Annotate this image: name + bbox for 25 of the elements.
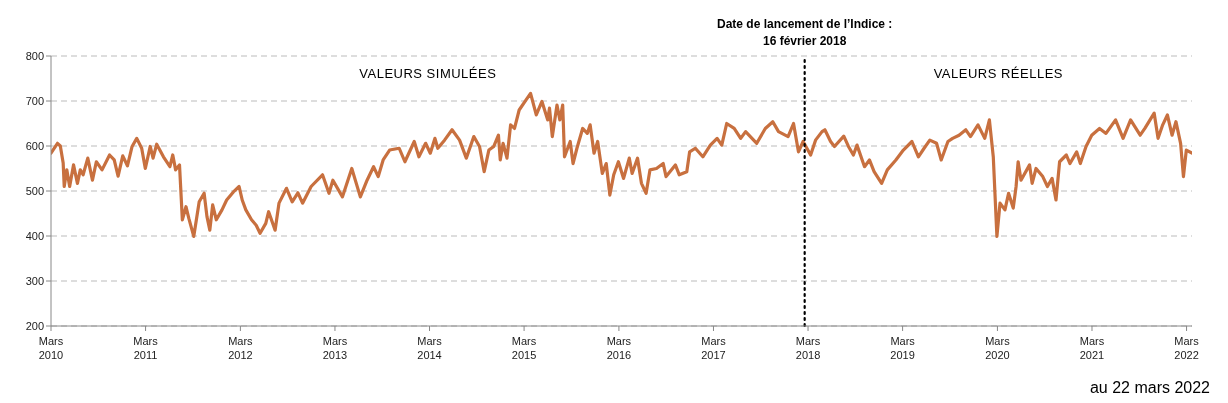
line-series (51, 91, 1192, 239)
x-tick-label: Mars 2014 (417, 335, 443, 361)
x-tick-label: Mars 2018 (795, 335, 821, 361)
x-tick-label: Mars 2019 (890, 335, 916, 361)
x-tick-label: Mars 2020 (985, 335, 1011, 361)
x-tick-label: Mars 2016 (606, 335, 632, 361)
x-tick-label: Mars 2011 (133, 335, 159, 361)
y-tick-label: 700 (25, 94, 44, 107)
y-tick-label: 600 (25, 139, 44, 152)
annotation: VALEURS SIMULÉES (359, 66, 497, 81)
ref-line-label: Date de lancement de l’Indice : 16 février 2018 (716, 17, 893, 48)
y-tick-label: 300 (25, 274, 44, 287)
x-tick-label: Mars 2013 (322, 335, 348, 361)
x-tick-label: Mars 2012 (228, 335, 254, 361)
x-tick-label: Mars 2010 (38, 335, 64, 361)
y-tick-label: 500 (25, 184, 44, 197)
x-tick-label: Mars 2015 (511, 335, 537, 361)
y-tick-label: 800 (25, 49, 44, 62)
y-tick-label: 200 (25, 319, 44, 332)
y-tick-label: 400 (25, 229, 44, 242)
x-tick-label: Mars 2022 (1174, 335, 1200, 361)
text: au 22 mars 2022 (1089, 379, 1210, 397)
x-tick-label: Mars 2021 (1079, 335, 1105, 361)
x-tick-label: Mars 2017 (701, 335, 727, 361)
annotation: VALEURS RÉELLES (933, 66, 1064, 81)
